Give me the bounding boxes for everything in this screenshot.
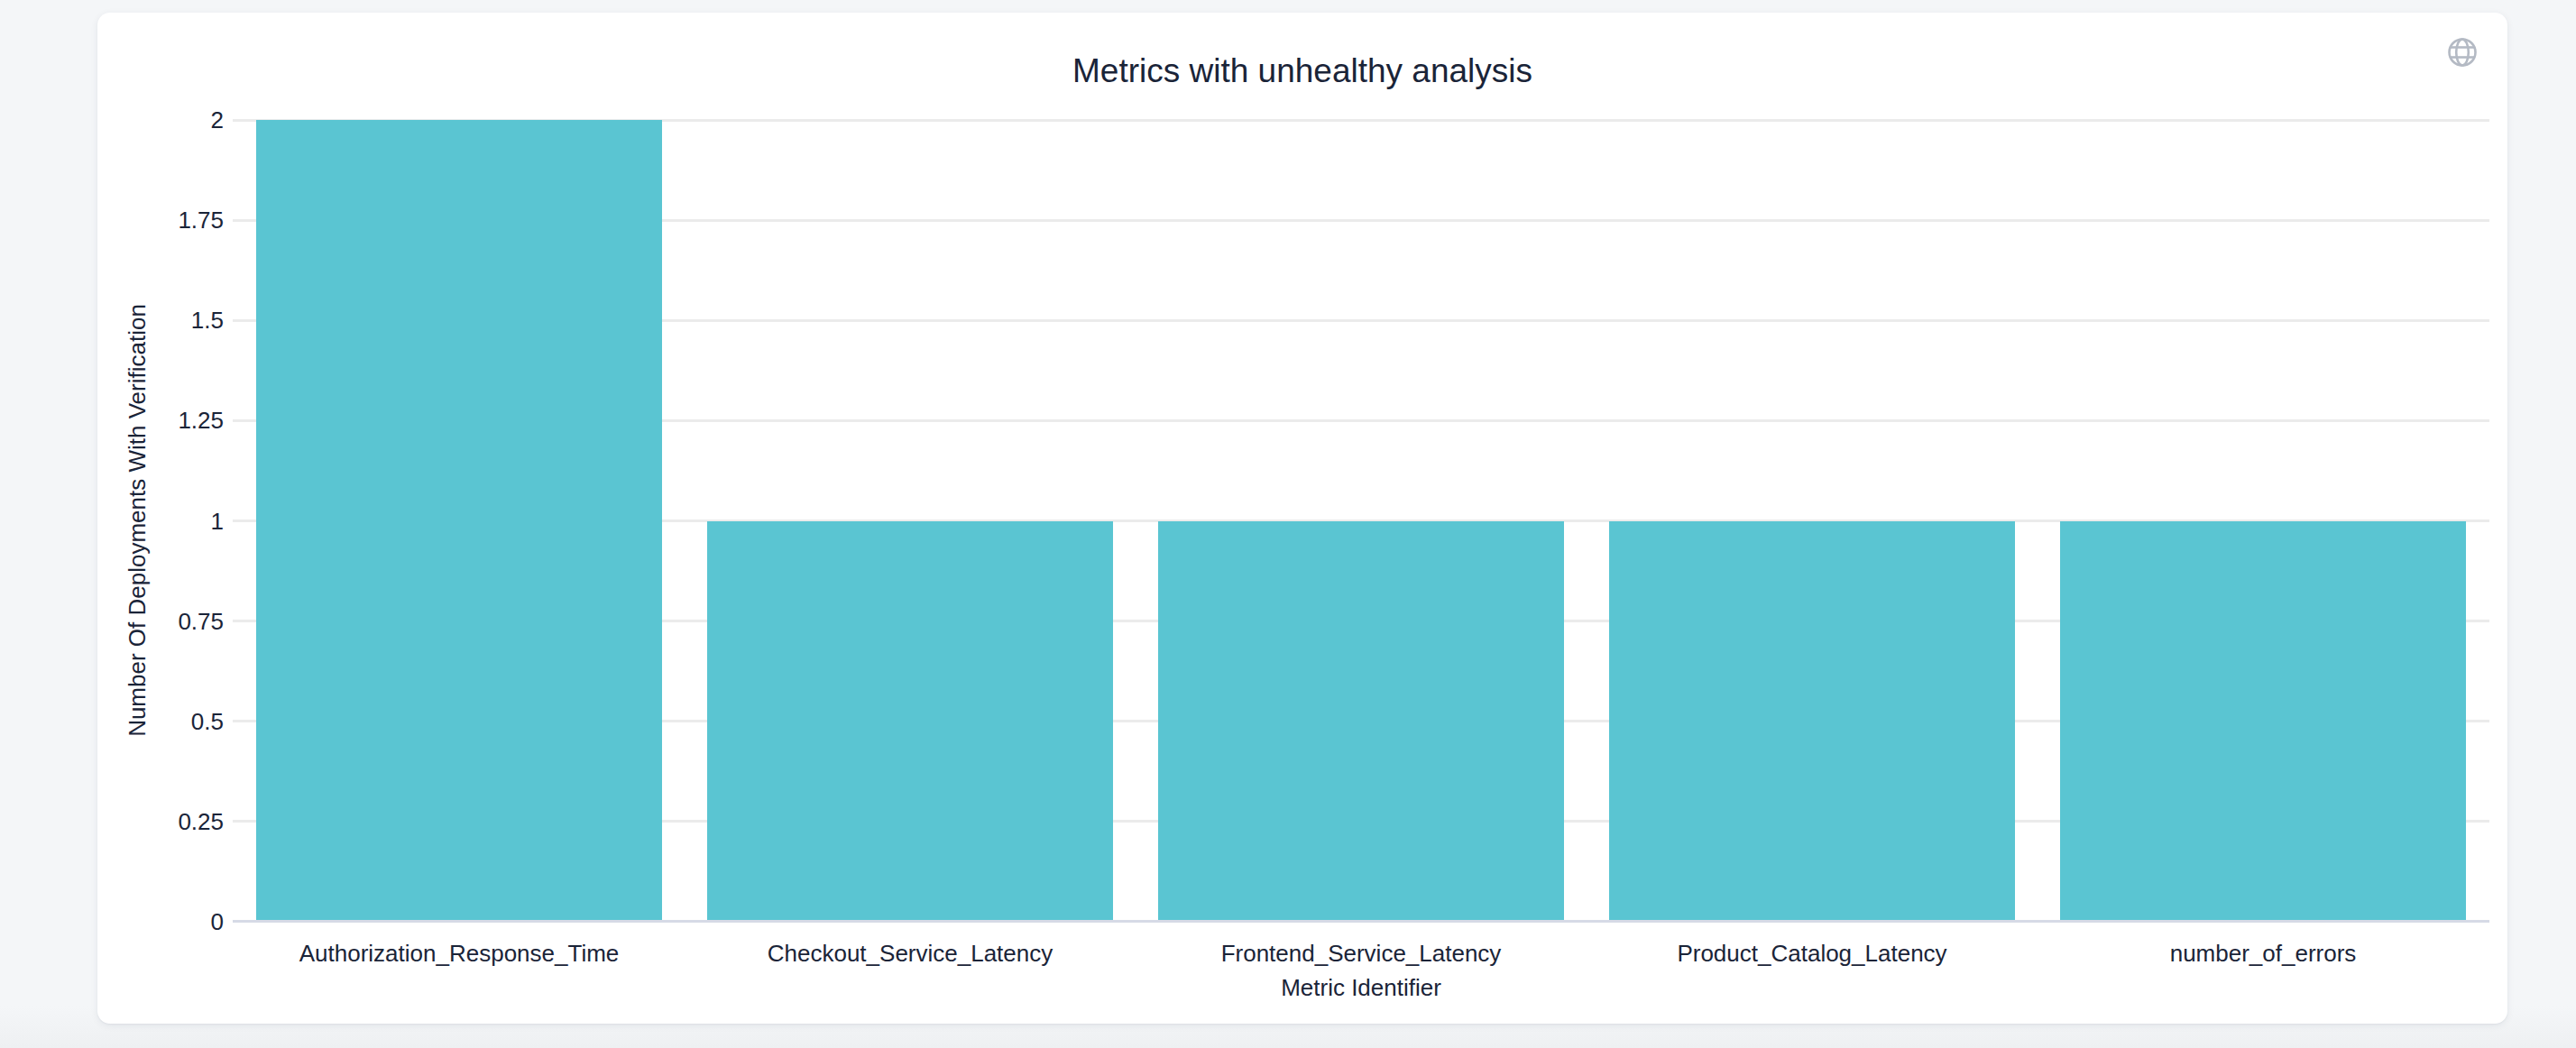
y-tick-label: 1.75: [97, 206, 224, 234]
bar-Checkout_Service_Latency[interactable]: [707, 521, 1113, 923]
x-axis-line: [233, 920, 2489, 923]
chart-card: Metrics with unhealthy analysis 0 0.25 0.5…: [97, 13, 2507, 1024]
bar-series: [256, 120, 2489, 922]
bar-Product_Catalog_Latency[interactable]: [1609, 521, 2015, 923]
y-tick-label: 0.75: [97, 607, 224, 636]
bar-number_of_errors[interactable]: [2060, 521, 2466, 923]
y-axis-title: Number Of Deployments With Verification: [124, 304, 152, 737]
y-tick-label: 0: [97, 907, 224, 936]
globe-icon[interactable]: [2446, 36, 2479, 69]
y-tick-label: 0.25: [97, 807, 224, 836]
page-background: Metrics with unhealthy analysis 0 0.25 0.5…: [0, 0, 2576, 1048]
y-tick-label: 0.5: [97, 707, 224, 736]
x-tick-label: number_of_errors: [2170, 940, 2357, 967]
x-tick-label: Checkout_Service_Latency: [768, 940, 1053, 967]
x-tick-label: Authorization_Response_Time: [299, 940, 620, 967]
bar-Authorization_Response_Time[interactable]: [256, 120, 662, 922]
chart-title: Metrics with unhealthy analysis: [1072, 52, 1532, 90]
y-axis-tick-labels: 0 0.25 0.5 0.75 1 1.25 1.5 1.75 2: [97, 13, 224, 1024]
y-tick-label: 1.25: [97, 406, 224, 435]
x-axis-title: Metric Identifier: [1281, 974, 1441, 1002]
y-tick-label: 1.5: [97, 306, 224, 335]
bar-Frontend_Service_Latency[interactable]: [1158, 521, 1564, 923]
x-tick-label: Product_Catalog_Latency: [1677, 940, 1946, 967]
x-tick-label: Frontend_Service_Latency: [1221, 940, 1502, 967]
y-tick-label: 2: [97, 106, 224, 134]
y-tick-label: 1: [97, 507, 224, 536]
